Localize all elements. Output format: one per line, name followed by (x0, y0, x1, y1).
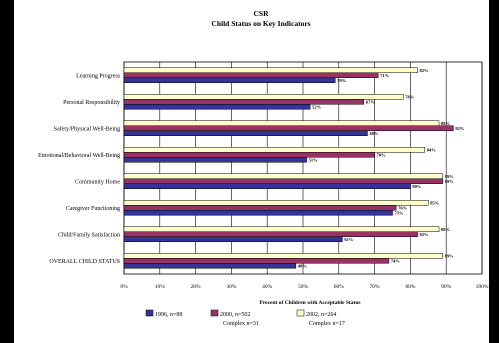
chart-frame: CSR Child Status on Key Indicators 0% 10%… (14, 0, 489, 343)
bar (123, 200, 429, 206)
bar (123, 178, 443, 184)
bar (123, 236, 343, 242)
bar (123, 173, 443, 179)
category-label: OVERALL CHILD STATUS (49, 259, 120, 265)
legend-sublabel: Complex n=31 (223, 321, 259, 327)
data-label: 70% (377, 152, 387, 157)
data-label: 88% (441, 121, 451, 126)
legend-sublabel: Complex n=17 (309, 321, 345, 327)
bar (123, 77, 336, 83)
data-label: 68% (369, 131, 379, 136)
data-label: 92% (455, 126, 465, 131)
data-label: 75% (395, 210, 405, 215)
data-label: 67% (366, 99, 376, 104)
data-label: 89% (445, 253, 455, 258)
x-axis-label: Precent of Children with Acceptable Stat… (259, 300, 360, 306)
bar (123, 67, 418, 73)
category-label: Child/Family Satisfaction (58, 231, 120, 238)
legend-swatch (296, 309, 305, 317)
data-label: 52% (312, 104, 322, 109)
legend-label: 2000, n=502 (220, 312, 250, 318)
data-label: 74% (391, 258, 401, 263)
chart-title: CSR (253, 9, 269, 18)
bar (123, 205, 397, 211)
category-label: Personal Responsibility (63, 100, 120, 106)
bar (123, 231, 418, 237)
legend-label: 2002, n=264 (306, 312, 336, 318)
bar (123, 125, 454, 131)
bar (123, 258, 390, 264)
bar-chart: CSR Child Status on Key Indicators 0% 10%… (38, 9, 489, 327)
x-tick-label: 10% (155, 284, 166, 290)
data-label: 48% (298, 263, 308, 268)
category-label: Emotional/Behavioral Well-Being (38, 153, 120, 159)
x-tick-label: 90% (441, 284, 452, 290)
data-label: 82% (420, 232, 430, 237)
data-label: 76% (398, 205, 408, 210)
bar (123, 130, 368, 136)
chart-subtitle: Child Status on Key Indicators (211, 19, 310, 28)
data-label: 85% (430, 200, 440, 205)
data-label: 88% (441, 227, 451, 232)
x-tick-label: 40% (262, 284, 273, 290)
legend-swatch (210, 309, 219, 317)
bar (123, 104, 311, 110)
plot-area: 0% 10% 20% 30% 40% 50% 60% 70% 80% 90% 100% Learnin… (38, 61, 489, 290)
data-label: 59% (337, 78, 347, 83)
x-tick-label: 50% (298, 284, 309, 290)
bar (123, 210, 393, 216)
category-label: Caregiver Functioning (66, 206, 120, 212)
legend-label: 1996, n=88 (155, 312, 182, 318)
x-tick-label: 60% (334, 284, 345, 290)
x-tick-label: 0% (120, 284, 128, 290)
data-label: 51% (309, 157, 319, 162)
bar (123, 183, 411, 189)
plot-border (123, 61, 483, 275)
x-tick-label: 30% (226, 284, 237, 290)
legend: 1996, n=88 2000, n=502 Complex n=31 2002, n… (145, 309, 345, 327)
data-label: 78% (405, 94, 415, 99)
x-tick-label: 70% (370, 284, 381, 290)
category-label: Safety/Physical Well-Being (54, 125, 120, 132)
data-label: 89% (445, 174, 455, 179)
bar (123, 263, 297, 269)
bar (123, 94, 404, 100)
legend-swatch (145, 309, 154, 317)
data-label: 89% (445, 179, 455, 184)
bar (123, 157, 307, 163)
data-label: 80% (412, 184, 422, 189)
bar (123, 120, 440, 126)
category-label: Community Home (75, 179, 120, 185)
bar (123, 226, 440, 232)
bar (123, 99, 365, 105)
x-tick-label: 20% (191, 284, 202, 290)
category-label: Learning Progress (76, 73, 120, 79)
data-label: 71% (380, 73, 390, 78)
data-label: 61% (344, 237, 354, 242)
x-tick-label: 100% (476, 284, 489, 290)
bar (123, 152, 375, 158)
data-label: 82% (420, 68, 430, 73)
data-label: 84% (427, 147, 437, 152)
x-tick-label: 80% (405, 284, 416, 290)
